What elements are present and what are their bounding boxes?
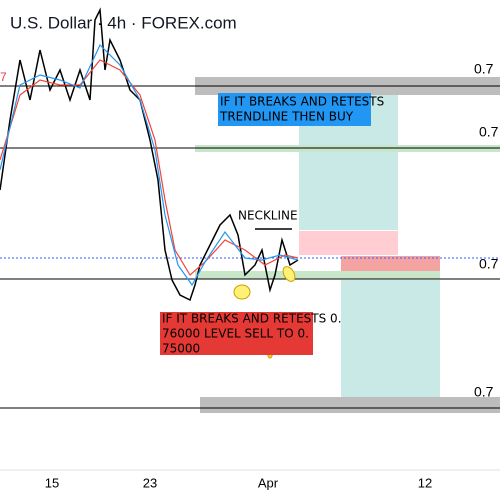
price-label: 0.7: [479, 124, 499, 140]
marker: [282, 266, 296, 282]
price-series: [0, 7, 299, 302]
short-profit-zone: [341, 280, 440, 407]
buy-note-box: [218, 93, 371, 126]
buy-note: TRENDLINE THEN BUY: [219, 110, 354, 124]
sell-note: IF IT BREAKS AND RETESTS 0.: [162, 312, 342, 326]
sell-note: 75000: [162, 342, 200, 356]
long-stop-zone: [299, 231, 398, 255]
neckline-label: NECKLINE: [238, 209, 298, 223]
support-zone: [200, 397, 500, 413]
ma-blue: [0, 43, 299, 287]
sell-note-box: [160, 312, 313, 355]
level-zone: [195, 271, 440, 279]
sell-note: 76000 LEVEL SELL TO 0.: [162, 327, 309, 341]
x-tick-label: 12: [418, 475, 432, 490]
ma-red: [0, 59, 299, 276]
chart-title: U.S. Dollar · 4h · FOREX.com: [10, 13, 237, 32]
price-label: 0.7: [474, 61, 494, 77]
price-label: 0.7: [474, 384, 494, 400]
x-tick-label: Apr: [258, 475, 279, 490]
price-label: 0.7: [479, 256, 499, 272]
left-label: 7: [0, 70, 7, 84]
buy-note: IF IT BREAKS AND RETESTS: [220, 95, 384, 109]
marker: [233, 284, 251, 300]
x-tick-label: 23: [143, 475, 157, 490]
x-tick-label: 15: [45, 475, 59, 490]
